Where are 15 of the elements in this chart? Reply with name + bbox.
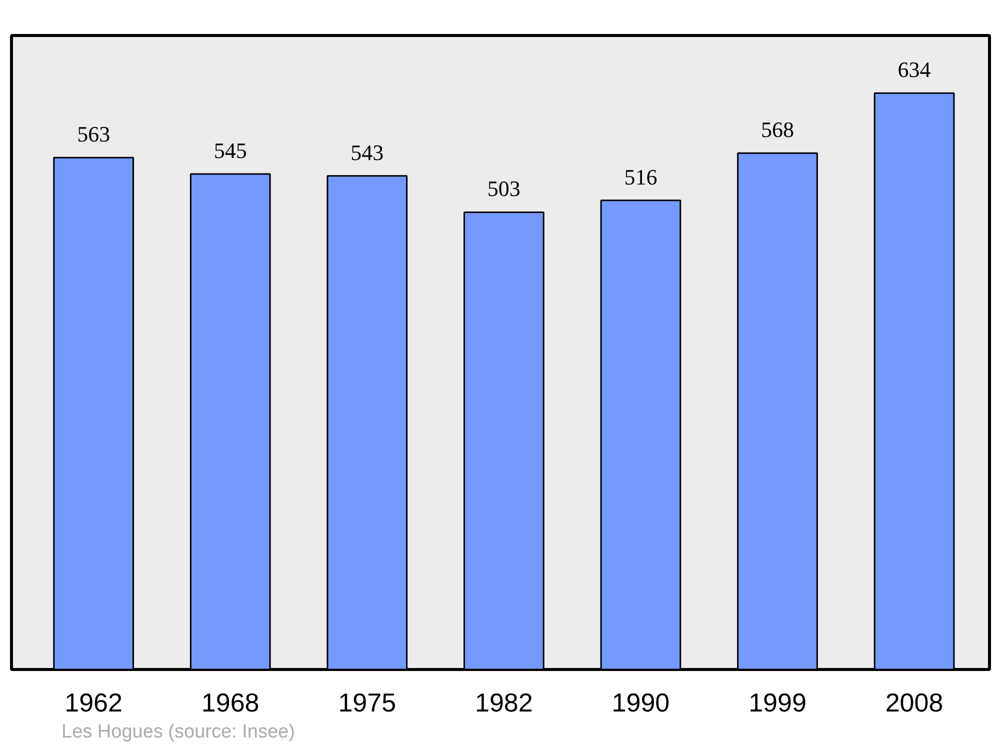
data-label: 634 — [898, 57, 931, 82]
data-label: 503 — [487, 176, 520, 202]
text: Les Hogues (source: Insee) — [62, 722, 295, 742]
x-tick-label: 1968 — [201, 688, 260, 718]
data-label: 568 — [760, 117, 794, 142]
data-label: 563 — [77, 122, 110, 147]
data-label: 545 — [214, 138, 247, 164]
data-label: 516 — [624, 164, 658, 190]
x-tick-label: 1962 — [64, 688, 122, 718]
x-tick-label: 1999 — [748, 688, 806, 718]
x-tick-label: 1975 — [338, 688, 396, 718]
data-label: 543 — [350, 140, 384, 165]
x-tick-label: 1982 — [475, 688, 533, 718]
x-tick-label: 2008 — [885, 688, 944, 718]
x-tick-label: 1990 — [612, 688, 670, 718]
